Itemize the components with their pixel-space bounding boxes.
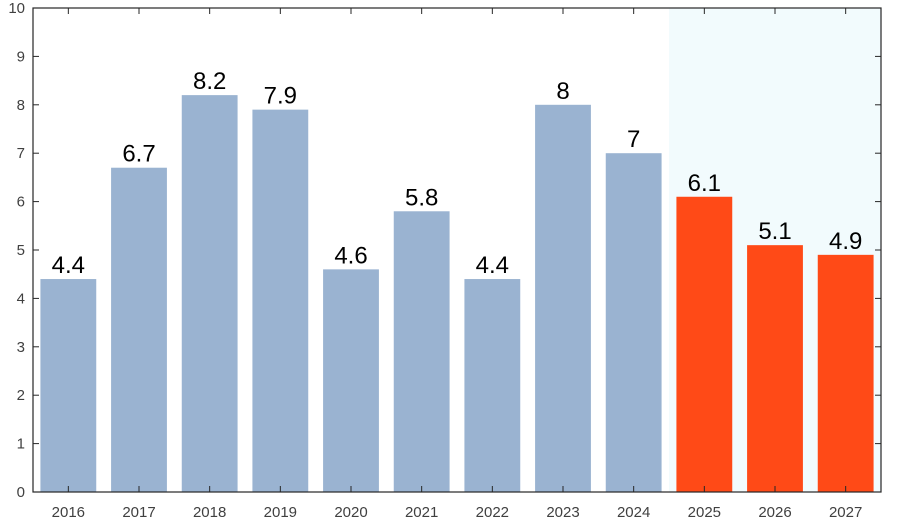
data-label-2018: 8.2 bbox=[193, 68, 226, 95]
y-tick-label-9: 9 bbox=[17, 48, 25, 65]
y-tick-label-1: 1 bbox=[17, 436, 25, 453]
data-label-2019: 7.9 bbox=[264, 83, 297, 110]
x-tick-label-2027: 2027 bbox=[829, 504, 862, 521]
bar-2016 bbox=[40, 279, 97, 492]
bar-2019 bbox=[252, 109, 309, 492]
bar-2020 bbox=[323, 269, 379, 492]
y-tick-label-2: 2 bbox=[17, 387, 25, 404]
bars-group bbox=[40, 95, 874, 493]
bar-2021 bbox=[393, 211, 450, 492]
data-label-2017: 6.7 bbox=[122, 141, 155, 168]
x-tick-label-2017: 2017 bbox=[122, 504, 155, 521]
data-label-2027: 4.9 bbox=[829, 228, 862, 255]
data-label-2026: 5.1 bbox=[758, 218, 791, 245]
x-tick-label-2020: 2020 bbox=[334, 504, 367, 521]
x-tick-label-2023: 2023 bbox=[546, 504, 579, 521]
data-label-2016: 4.4 bbox=[52, 252, 85, 279]
y-tick-label-0: 0 bbox=[17, 484, 25, 501]
y-tick-label-8: 8 bbox=[17, 97, 25, 114]
y-tick-label-5: 5 bbox=[17, 242, 25, 259]
data-labels-group: 4.4 6.7 8.2 7.9 4.6 5.8 4.4 8 7 6.1 5.1 4.9 bbox=[52, 68, 863, 279]
data-label-2025: 6.1 bbox=[688, 170, 721, 197]
y-tick-label-7: 7 bbox=[17, 145, 25, 162]
data-label-2024: 7 bbox=[627, 126, 640, 153]
data-label-2020: 4.6 bbox=[334, 242, 367, 269]
x-tick-label-2025: 2025 bbox=[688, 504, 721, 521]
bar-2025 bbox=[676, 196, 733, 492]
bar-2027 bbox=[817, 254, 874, 492]
bar-2023 bbox=[535, 104, 591, 493]
x-tick-label-2026: 2026 bbox=[758, 504, 791, 521]
x-tick-label-2019: 2019 bbox=[264, 504, 297, 521]
x-tick-label-2018: 2018 bbox=[193, 504, 226, 521]
bar-2018 bbox=[181, 95, 238, 493]
bar-2026 bbox=[747, 245, 803, 492]
data-label-2021: 5.8 bbox=[405, 184, 438, 211]
y-tick-label-6: 6 bbox=[17, 194, 25, 211]
axes-group: 2016 2017 2018 2019 2020 2021 2022 2023 2024 2025… bbox=[8, 0, 882, 521]
y-tick-label-4: 4 bbox=[17, 290, 25, 307]
x-tick-label-2022: 2022 bbox=[476, 504, 509, 521]
y-tick-label-3: 3 bbox=[17, 339, 25, 356]
bar-2017 bbox=[111, 167, 167, 492]
x-tick-label-2021: 2021 bbox=[405, 504, 438, 521]
data-label-2022: 4.4 bbox=[476, 252, 509, 279]
data-label-2023: 8 bbox=[556, 78, 569, 105]
y-tick-label-10: 10 bbox=[8, 0, 25, 17]
x-tick-label-2024: 2024 bbox=[617, 504, 650, 521]
plot-frame bbox=[32, 7, 882, 493]
bar-2024 bbox=[605, 153, 662, 492]
x-tick-label-2016: 2016 bbox=[52, 504, 85, 521]
bar-2022 bbox=[464, 279, 521, 492]
